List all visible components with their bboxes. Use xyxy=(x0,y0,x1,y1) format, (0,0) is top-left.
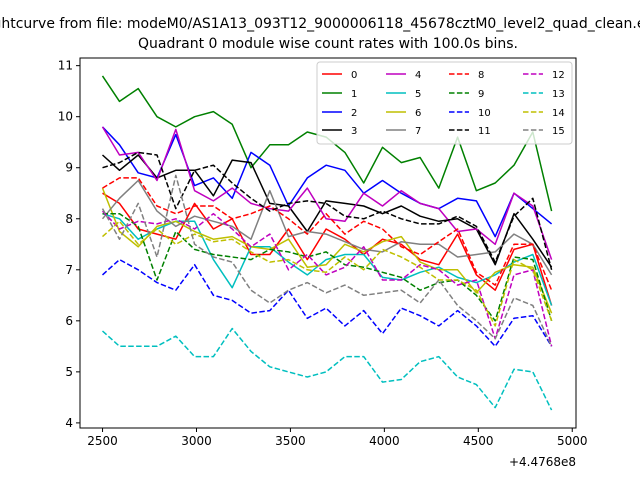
legend-label-8: 8 xyxy=(478,70,484,81)
legend-label-12: 12 xyxy=(552,70,565,81)
series-line-8 xyxy=(102,177,553,291)
plot-frame xyxy=(79,57,577,429)
legend-label-10: 10 xyxy=(478,108,491,119)
legend-label-7: 7 xyxy=(415,126,421,137)
x-tick-label: 3000 xyxy=(181,434,212,448)
legend-label-1: 1 xyxy=(351,89,357,100)
series-line-11 xyxy=(102,151,553,270)
x-axis-ticks: 2500 3000 3500 4000 4500 5000 xyxy=(87,428,588,448)
y-tick-label: 9 xyxy=(65,161,73,175)
x-axis-offset-label: +4.4768e8 xyxy=(509,455,576,469)
series-line-13 xyxy=(101,327,553,411)
legend-label-2: 2 xyxy=(351,108,357,119)
legend-frame xyxy=(316,61,573,145)
y-tick-label: 5 xyxy=(65,365,73,379)
series-line-9 xyxy=(102,212,553,322)
y-tick-label: 8 xyxy=(65,212,73,226)
series-line-15 xyxy=(101,174,553,347)
legend-label-5: 5 xyxy=(415,89,421,100)
y-tick-label: 11 xyxy=(58,59,73,73)
x-tick-label: 4000 xyxy=(369,434,400,448)
chart-title: Quadrant 0 module wise count rates with … xyxy=(138,36,518,52)
legend-label-15: 15 xyxy=(552,126,565,137)
series-layer xyxy=(101,75,553,411)
series-line-14 xyxy=(101,220,553,327)
series-line-7 xyxy=(101,179,553,276)
y-axis-ticks: 4 5 6 7 8 9 10 11 xyxy=(58,59,80,430)
series-line-4 xyxy=(101,126,553,260)
legend-label-6: 6 xyxy=(415,108,421,119)
series-line-6 xyxy=(101,187,553,314)
x-tick-label: 3500 xyxy=(275,434,306,448)
legend-label-13: 13 xyxy=(552,89,565,100)
figure-suptitle: Lightcurve from file: modeM0/AS1A13_093T… xyxy=(0,16,640,32)
series-line-0 xyxy=(102,192,553,306)
legend-label-3: 3 xyxy=(351,126,357,137)
x-tick-label: 2500 xyxy=(87,434,118,448)
series-line-12 xyxy=(101,210,553,347)
x-tick-label: 4500 xyxy=(463,434,494,448)
legend-label-4: 4 xyxy=(415,70,421,81)
series-line-10 xyxy=(101,258,553,348)
legend-label-9: 9 xyxy=(478,89,484,100)
legend-label-11: 11 xyxy=(478,126,491,137)
legend-label-0: 0 xyxy=(351,70,357,81)
legend-label-14: 14 xyxy=(552,108,565,119)
x-tick-label: 5000 xyxy=(557,434,588,448)
y-tick-label: 10 xyxy=(58,110,73,124)
y-tick-label: 7 xyxy=(65,263,73,277)
series-line-2 xyxy=(101,126,553,238)
y-tick-label: 4 xyxy=(65,416,73,430)
y-tick-label: 6 xyxy=(65,314,73,328)
